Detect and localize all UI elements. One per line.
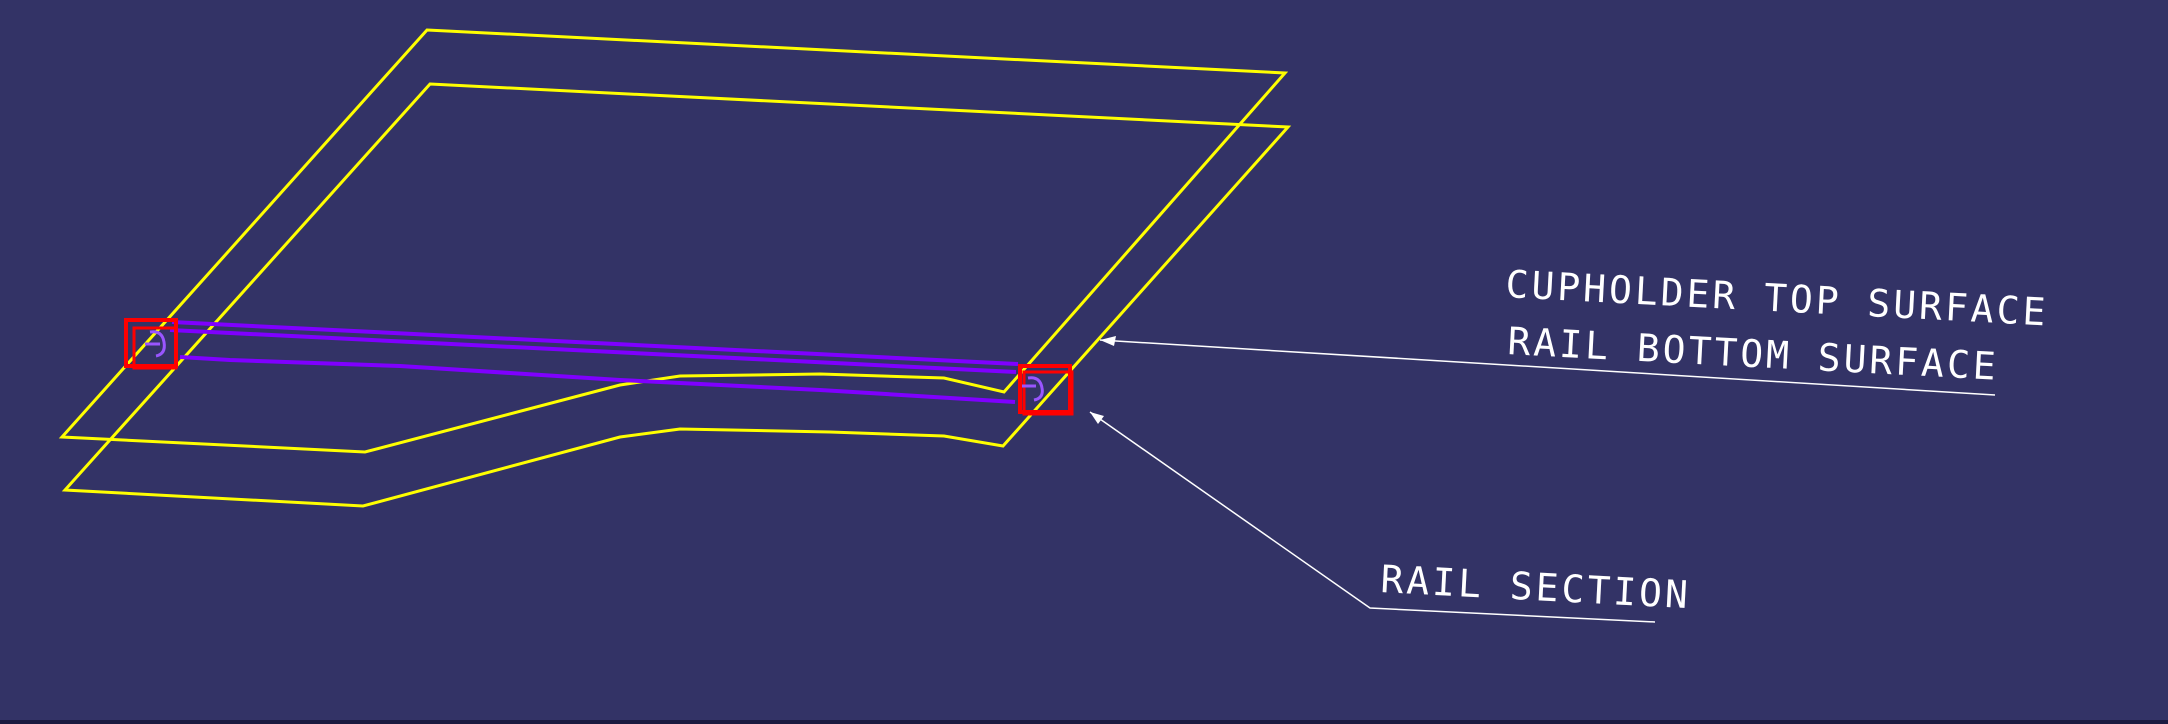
rail-bottom-surface-outline[interactable] [61, 82, 1292, 508]
rail-bottom-surface-label: RAIL BOTTOM SURFACE [1507, 319, 2000, 389]
rail-line-top[interactable] [171, 320, 1019, 366]
rail-section-label: RAIL SECTION [1380, 557, 1692, 617]
rail-section-leader [1089, 411, 1656, 623]
rail-section-left[interactable] [124, 318, 178, 370]
rail-line-lower[interactable] [179, 355, 1016, 404]
surface-leader [1099, 336, 1996, 396]
viewport-bottom-edge [0, 720, 2168, 724]
rail-line-upper[interactable] [169, 328, 1017, 374]
rail-section-right[interactable] [1018, 364, 1074, 416]
cupholder-top-surface-outline[interactable] [58, 28, 1289, 454]
